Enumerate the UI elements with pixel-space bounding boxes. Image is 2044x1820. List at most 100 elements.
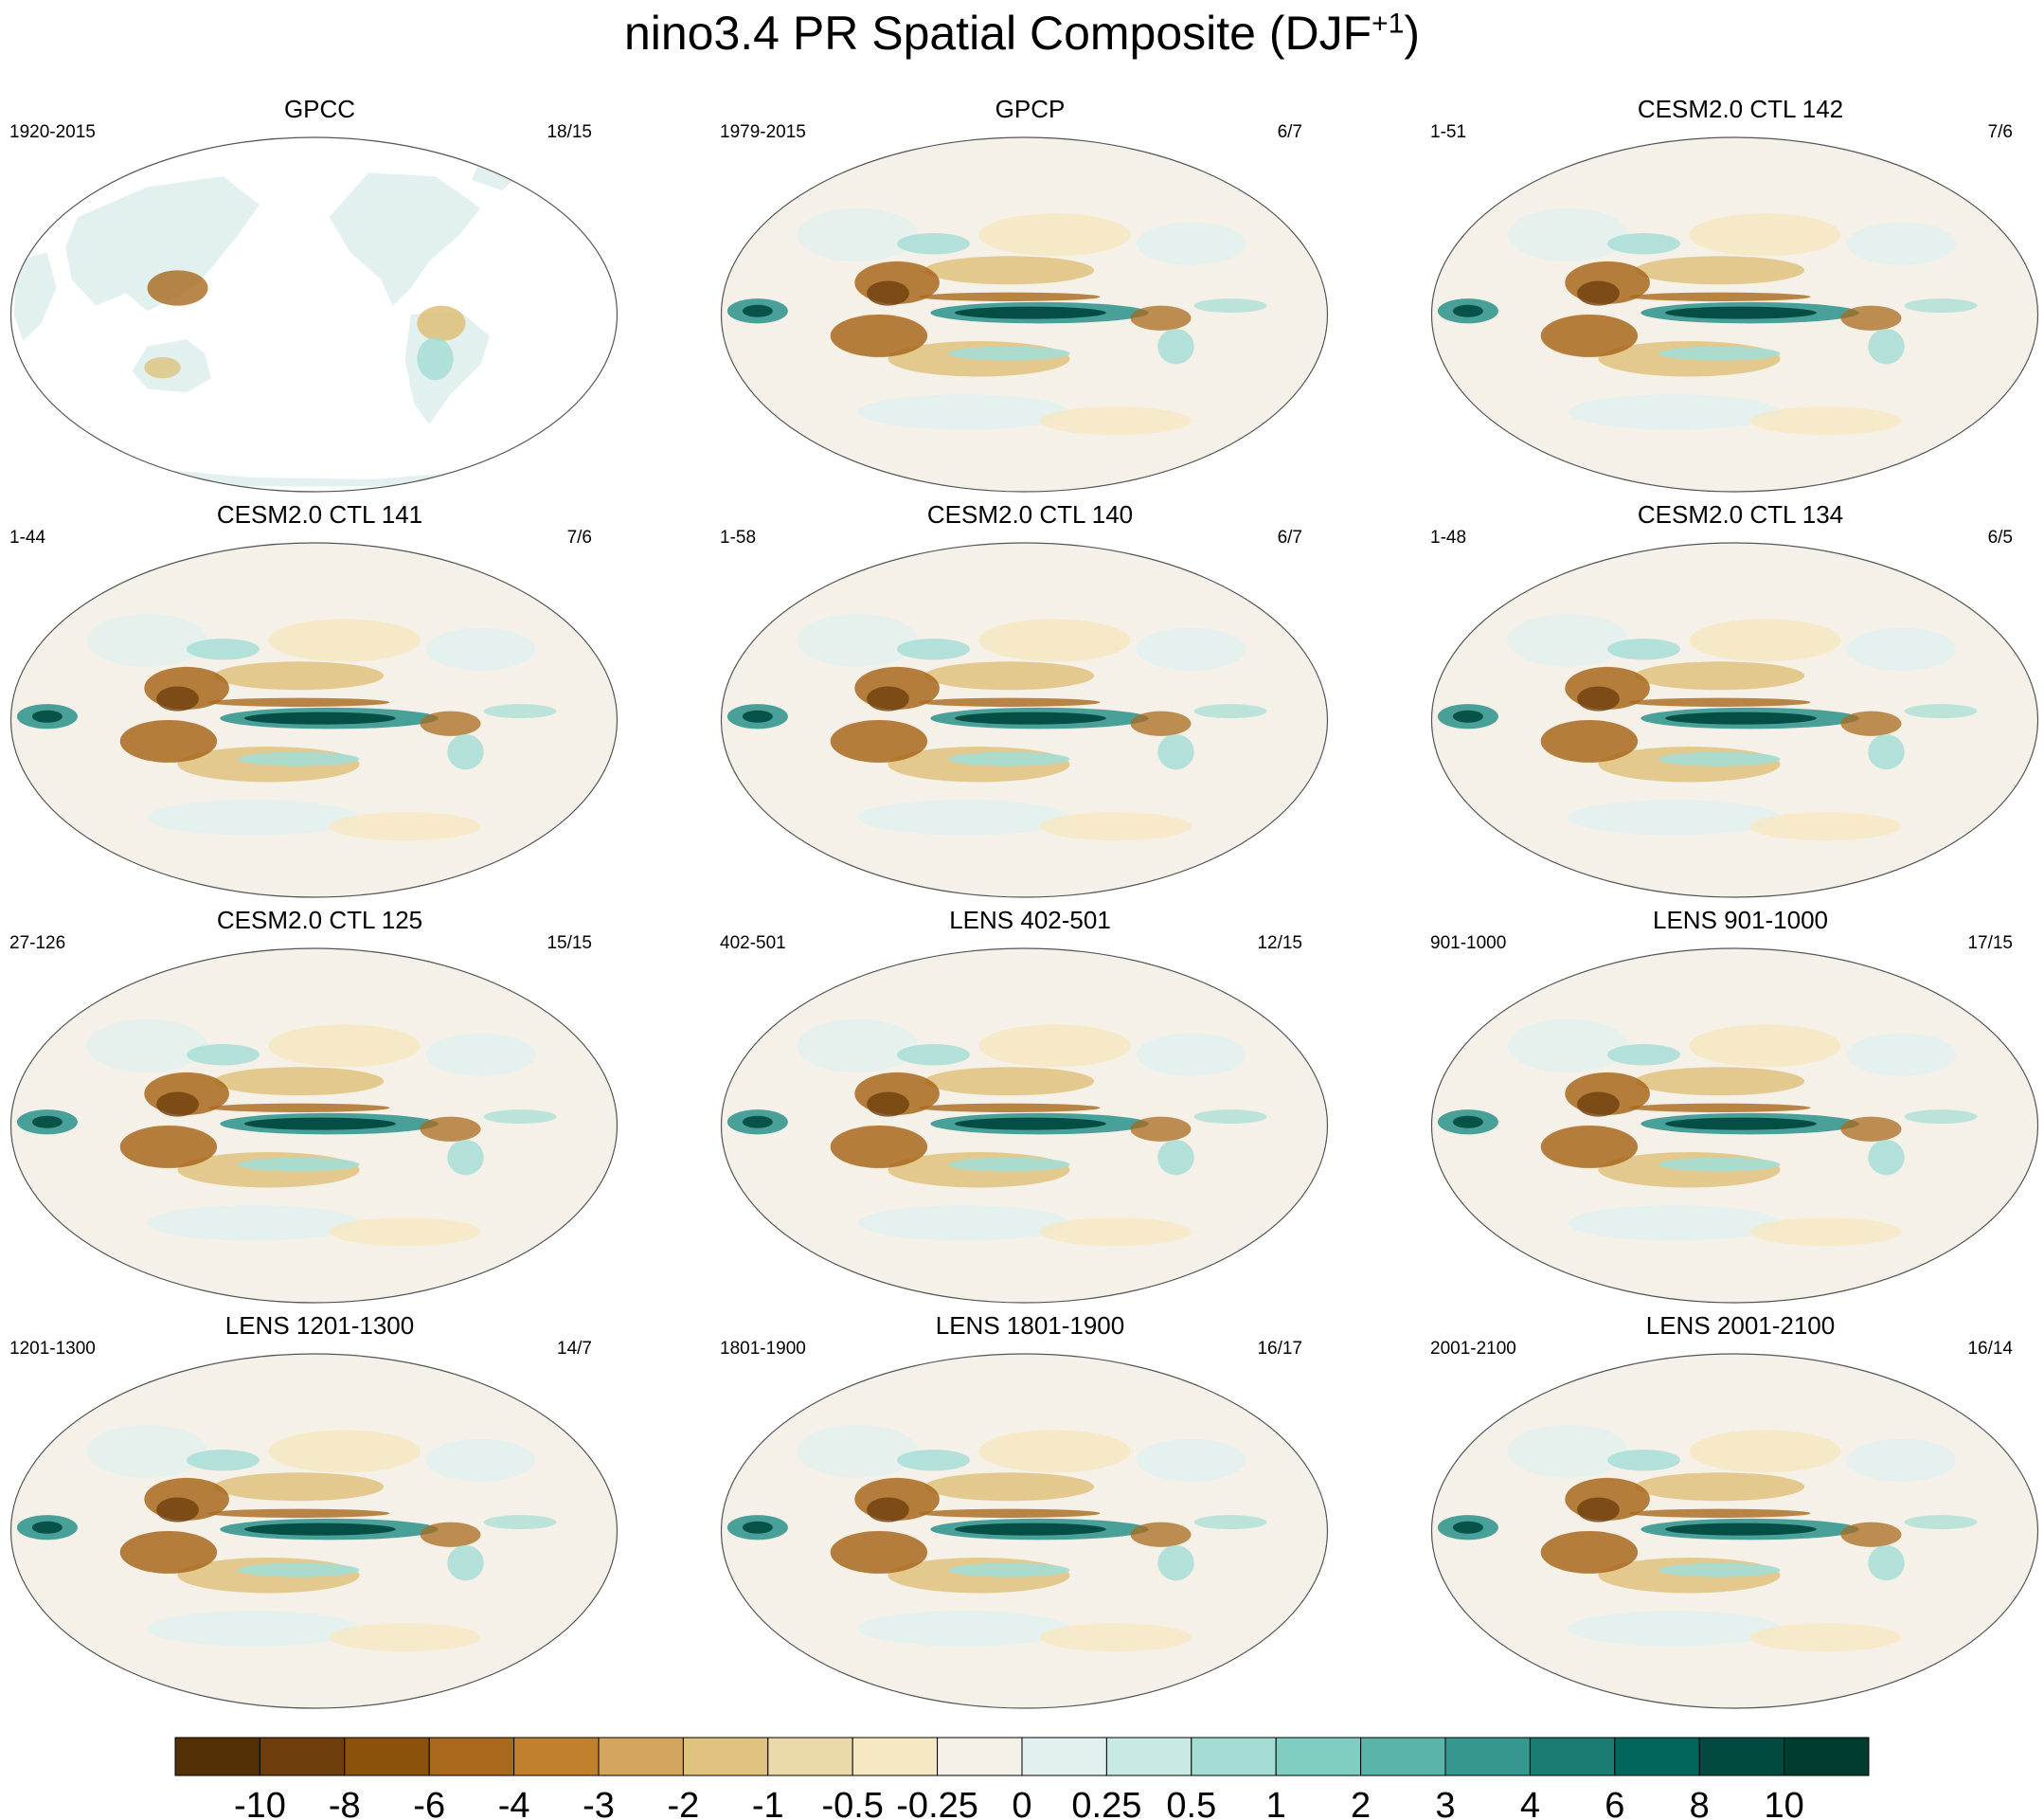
panel-title: CESM2.0 CTL 140 [926, 500, 1134, 529]
panel-period: 2001-2100 [1430, 1339, 1516, 1359]
panel-count: 14/7 [557, 1339, 592, 1359]
colorbar-swatch [344, 1737, 430, 1776]
panel-title: GPCC [283, 95, 356, 123]
anomaly-field [1437, 613, 1978, 841]
colorbar-swatch [767, 1737, 853, 1776]
colorbar-tick-label: 4 [1520, 1786, 1540, 1820]
colorbar-tick-label: -10 [234, 1786, 286, 1820]
panel-period: 1979-2015 [720, 122, 806, 142]
panel-period: 402-501 [720, 933, 786, 953]
panel-count: 6/5 [1987, 528, 2013, 548]
panel-title: CESM2.0 CTL 141 [216, 500, 423, 529]
colorbar-swatch [1529, 1737, 1616, 1776]
colorbar-swatch [513, 1737, 600, 1776]
panel-title: CESM2.0 CTL 125 [216, 906, 423, 934]
panel-period: 1-48 [1430, 528, 1467, 548]
colorbar-swatch [174, 1737, 260, 1776]
colorbar-swatch [1021, 1737, 1107, 1776]
colorbar-swatch [1105, 1737, 1192, 1776]
colorbar-swatch [852, 1737, 939, 1776]
colorbar-tick-label: 1 [1266, 1786, 1286, 1820]
panel-count: 6/7 [1277, 122, 1302, 142]
map-plot [1430, 1353, 2039, 1709]
map-panel: LENS 2001-2100 2001-2100 16/14 [1421, 1311, 2044, 1714]
colorbar-tick-label: -6 [413, 1786, 445, 1820]
panel-title: LENS 1801-1900 [935, 1311, 1125, 1340]
map-panel: CESM2.0 CTL 142 1-51 7/6 [1421, 95, 2044, 497]
colorbar-tick-label: -2 [668, 1786, 700, 1820]
colorbar-tick-label: -0.5 [821, 1786, 883, 1820]
colorbar-swatch [1275, 1737, 1362, 1776]
panel-title: LENS 901-1000 [1652, 906, 1829, 934]
map-panel: GPCP 1979-2015 6/7 [710, 95, 1407, 497]
panel-title: CESM2.0 CTL 134 [1637, 500, 1844, 529]
map-plot [9, 1353, 619, 1709]
map-plot [9, 542, 619, 898]
colorbar-tick-label: 3 [1435, 1786, 1455, 1820]
colorbar-tick-label: 0.25 [1071, 1786, 1141, 1820]
colorbar-swatch [1444, 1737, 1531, 1776]
panel-count: 7/6 [1987, 122, 2013, 142]
map-panel: LENS 901-1000 901-1000 17/15 [1421, 906, 2044, 1308]
anomaly-field [13, 158, 527, 487]
colorbar-tick-label: -3 [583, 1786, 615, 1820]
panel-title: LENS 1201-1300 [224, 1311, 415, 1340]
anomaly-field [16, 1018, 557, 1247]
anomaly-field [1437, 1018, 1978, 1247]
coastlines [1435, 1375, 1947, 1703]
map-plot [1430, 947, 2039, 1304]
anomaly-field [16, 613, 557, 841]
colorbar-tick-label: -0.25 [896, 1786, 978, 1820]
panel-title: CESM2.0 CTL 142 [1637, 95, 1844, 123]
map-plot [9, 136, 619, 493]
anomaly-field [16, 1424, 557, 1652]
map-panel: CESM2.0 CTL 125 27-126 15/15 [0, 906, 696, 1308]
map-plot [720, 136, 1329, 493]
anomaly-field [726, 207, 1267, 436]
panel-period: 1-44 [9, 528, 46, 548]
panel-count: 7/6 [566, 528, 592, 548]
map-plot [720, 542, 1329, 898]
colorbar-tick-label: 0 [1012, 1786, 1031, 1820]
colorbar-tick-label: 6 [1605, 1786, 1624, 1820]
panel-period: 1801-1900 [720, 1339, 806, 1359]
anomaly-field [726, 613, 1267, 841]
colorbar-tick-label: 10 [1764, 1786, 1803, 1820]
colorbar-tick-label: -4 [498, 1786, 530, 1820]
colorbar-swatch [259, 1737, 346, 1776]
colorbar-tick-label: -8 [329, 1786, 361, 1820]
anomaly-field [1437, 207, 1978, 436]
colorbar-tick-label: -1 [752, 1786, 784, 1820]
anomaly-field [1437, 1424, 1978, 1652]
panel-count: 6/7 [1277, 528, 1302, 548]
colorbar-tick-label: 0.5 [1166, 1786, 1216, 1820]
map-plot [9, 947, 619, 1304]
colorbar-swatch [598, 1737, 684, 1776]
map-plot [1430, 542, 2039, 898]
panel-period: 1201-1300 [9, 1339, 96, 1359]
panel-count: 16/17 [1257, 1339, 1302, 1359]
panel-period: 1920-2015 [9, 122, 96, 142]
panel-period: 1-58 [720, 528, 757, 548]
map-panel: CESM2.0 CTL 141 1-44 7/6 [0, 500, 696, 903]
panel-title: LENS 2001-2100 [1645, 1311, 1836, 1340]
colorbar-swatch [682, 1737, 769, 1776]
panel-period: 27-126 [9, 933, 66, 953]
panel-title: LENS 402-501 [949, 906, 1111, 934]
colorbar-swatch [1614, 1737, 1700, 1776]
panel-period: 1-51 [1430, 122, 1467, 142]
panel-count: 12/15 [1257, 933, 1302, 953]
colorbar-swatch [1784, 1737, 1870, 1776]
anomaly-field [726, 1424, 1267, 1652]
colorbar-swatch [1698, 1737, 1785, 1776]
colorbar-swatch [937, 1737, 1023, 1776]
map-panel: GPCC 1920-2015 18/15 [0, 95, 696, 497]
colorbar-swatch [1360, 1737, 1446, 1776]
map-panel: CESM2.0 CTL 134 1-48 6/5 [1421, 500, 2044, 903]
colorbar-tick-label: 2 [1351, 1786, 1371, 1820]
panel-title: GPCP [995, 95, 1066, 123]
colorbar-swatch [1191, 1737, 1277, 1776]
panel-count: 16/14 [1967, 1339, 2013, 1359]
map-plot [1430, 136, 2039, 493]
coastlines [725, 1375, 1237, 1703]
